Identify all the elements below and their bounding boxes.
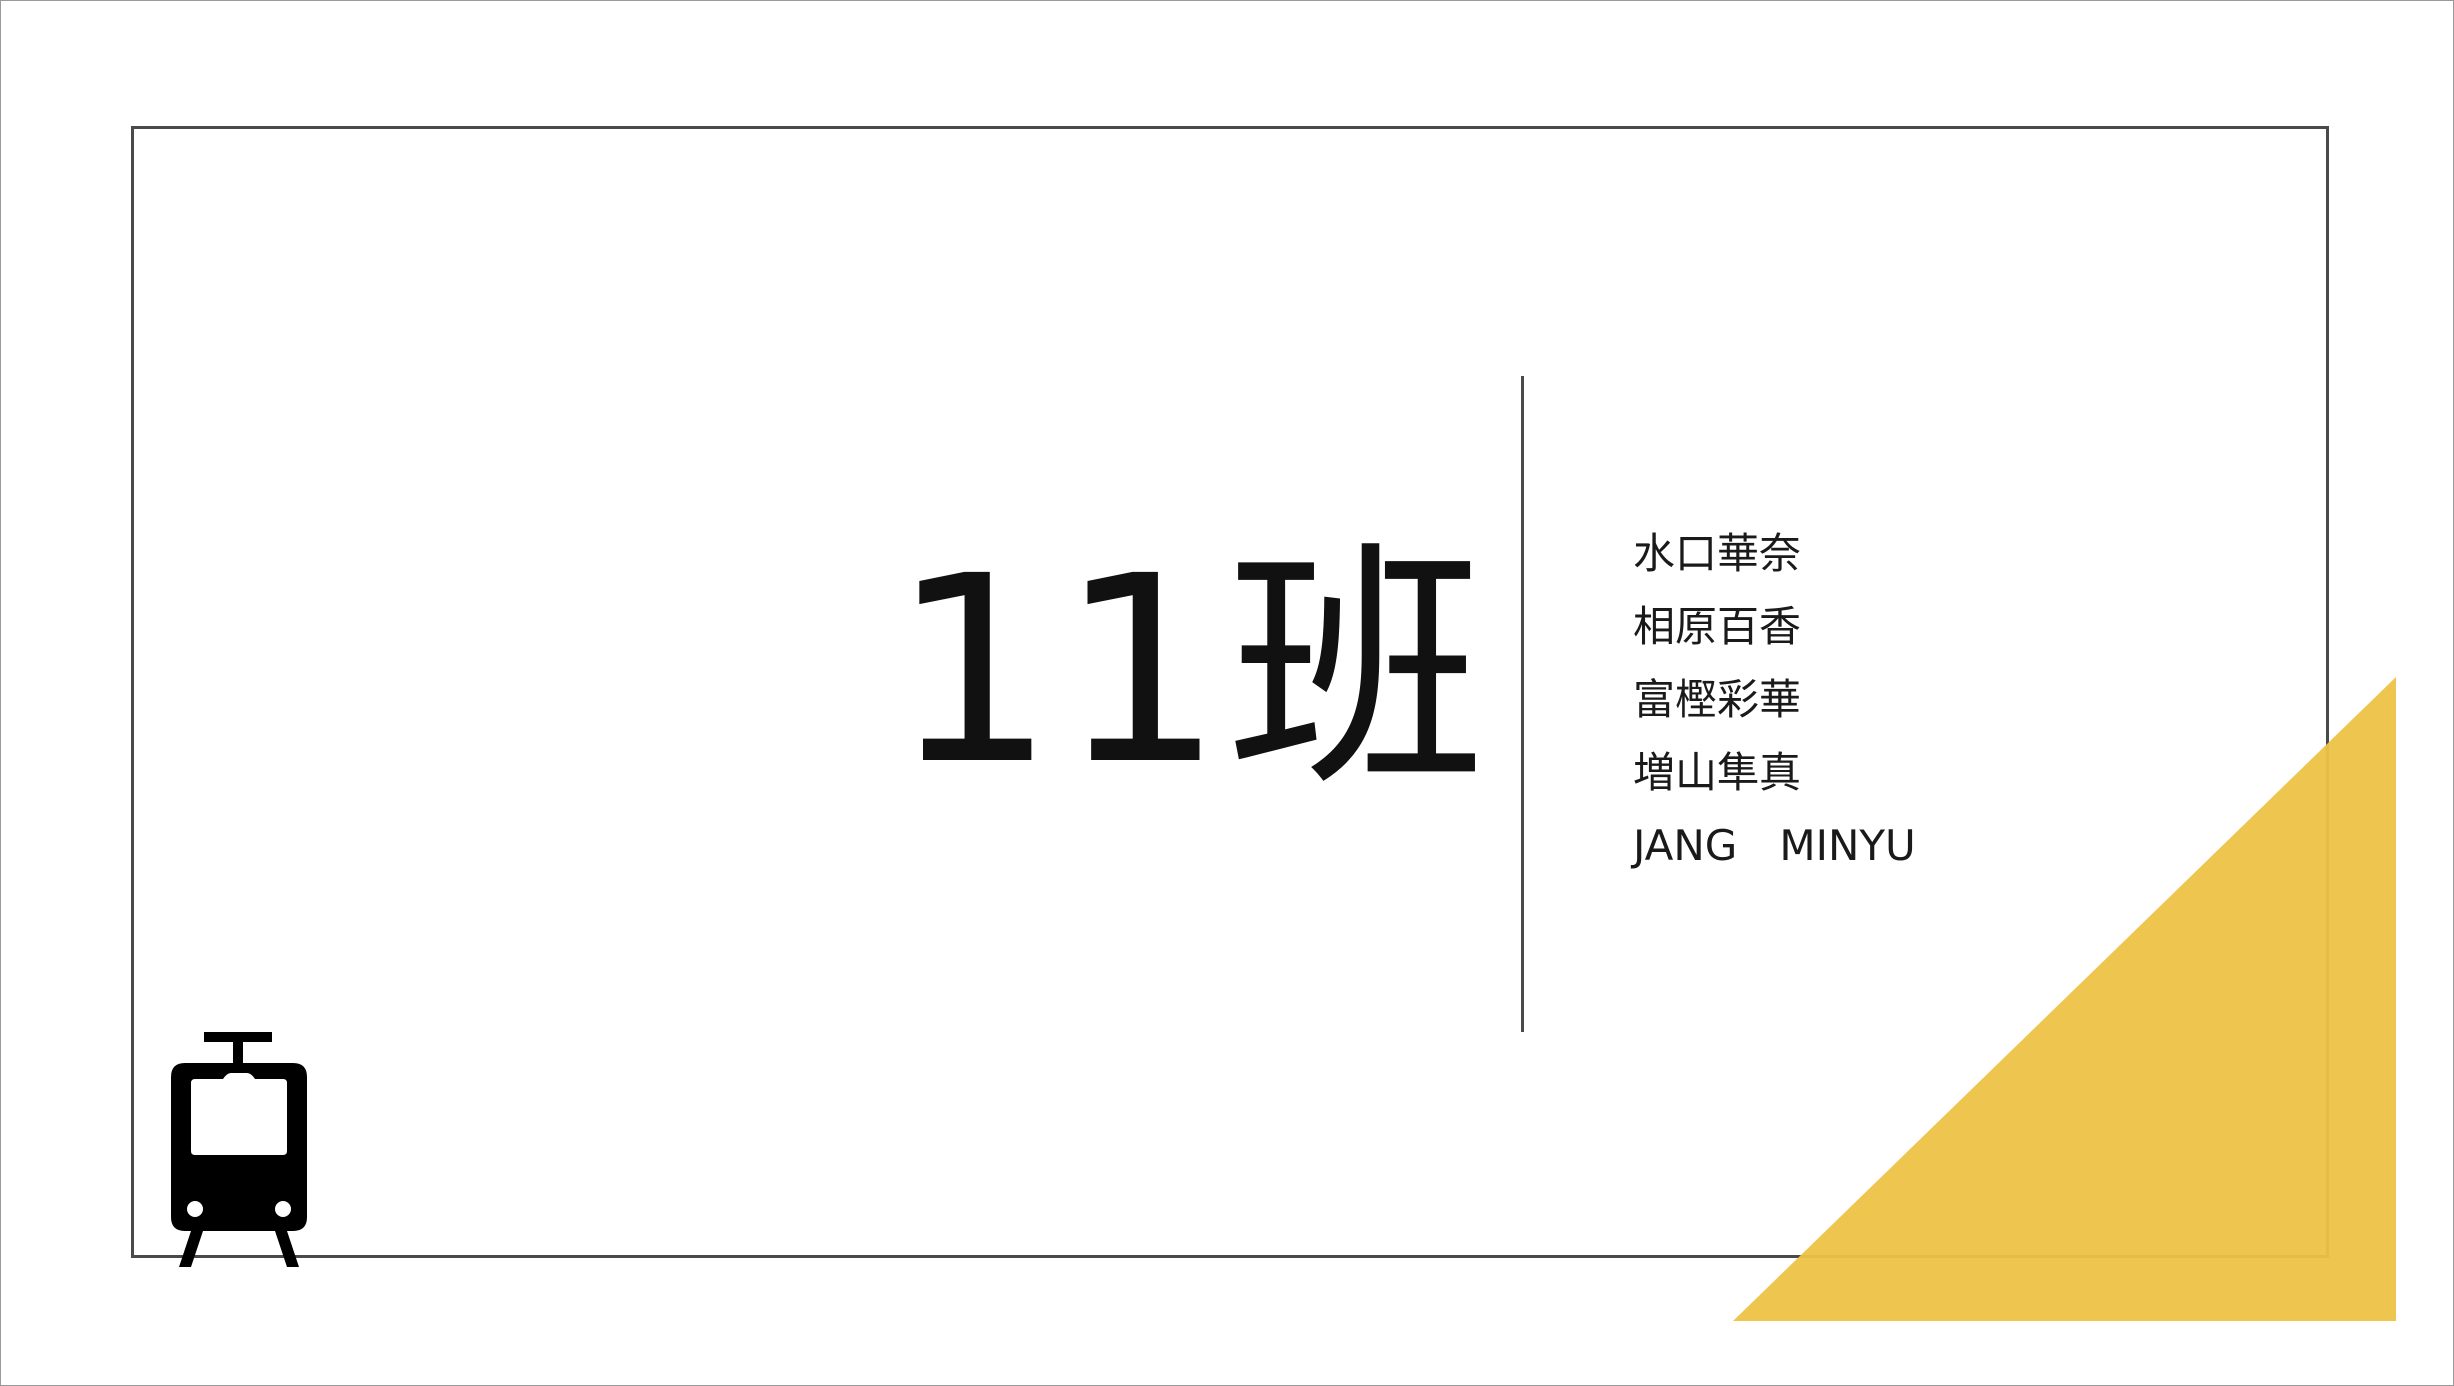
member-name: JANG MINYU	[1633, 821, 1916, 870]
member-name: 増山隼真	[1633, 748, 1802, 797]
vertical-divider	[1521, 376, 1524, 1032]
member-name: 水口華奈	[1633, 529, 1802, 578]
slide-title: 11班	[891, 521, 1490, 821]
member-name: 富樫彩華	[1633, 675, 1802, 724]
tram-icon	[171, 1032, 307, 1267]
member-name: 相原百香	[1633, 602, 1802, 651]
member-list: 水口華奈 相原百香 富樫彩華 増山隼真 JANG MINYU	[1633, 517, 1993, 882]
